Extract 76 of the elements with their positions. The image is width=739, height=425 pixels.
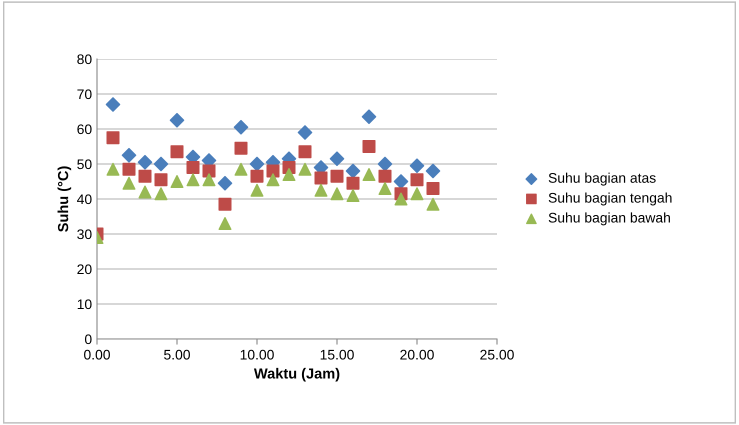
point [346,176,360,190]
point [314,184,328,197]
point [346,164,360,178]
point [394,192,408,206]
point [362,109,376,124]
point [218,216,232,230]
point [346,188,360,202]
point [298,125,312,140]
y-tick-label: 70 [77,89,92,100]
point [378,156,392,172]
point [410,187,424,200]
x-axis-title: Waktu (Jam) [254,368,340,382]
point [106,162,120,176]
point [234,162,248,176]
point [202,173,216,186]
point [298,145,312,158]
x-tick-label: 25.00 [480,350,514,360]
point [186,160,200,174]
legend-label: Suhu bagian bawah [548,212,670,226]
x-tick-label: 0.00 [84,350,110,360]
point [250,170,264,183]
point [362,168,376,182]
point [170,145,184,158]
y-tick-label: 10 [78,299,92,310]
point [186,173,200,186]
point [122,176,136,190]
x-tick-label: 20.00 [400,350,434,360]
point [298,162,312,176]
point [394,174,408,189]
y-tick-label: 80 [77,54,92,64]
point [106,97,120,112]
point [266,173,280,186]
point [330,187,344,200]
y-tick-label: 40 [77,194,92,204]
point [218,176,232,191]
point [410,173,424,186]
point [234,142,248,155]
y-tick-label: 50 [77,159,92,170]
y-tick-label: 60 [77,124,92,134]
x-tick-label: 10.00 [240,350,274,360]
y-tick-label: 30 [77,229,92,240]
point [170,174,184,188]
point [138,154,152,170]
point [330,151,344,166]
point [106,131,120,144]
y-tick-label: 0 [84,334,92,344]
y-axis-title: Suhu (°C) [58,166,72,232]
point [202,164,216,178]
point [218,198,232,211]
point [426,164,440,178]
point [154,156,168,172]
point [170,112,184,128]
point [362,140,376,154]
point [426,198,440,211]
x-tick-label: 15.00 [320,350,354,360]
point [122,148,136,163]
point [378,170,392,183]
point [266,164,280,178]
point [426,182,440,196]
point [282,168,296,182]
y-tick-label: 20 [77,264,92,274]
point [122,162,136,176]
point [138,170,152,183]
point [154,187,168,200]
point [330,170,344,183]
point [138,185,152,199]
point [410,158,424,174]
point [314,171,328,185]
point [250,184,264,197]
legend-label: Suhu bagian atas [548,172,656,186]
point [234,120,248,135]
point [250,156,264,172]
point [154,173,168,186]
legend-label: Suhu bagian tengah [548,192,672,206]
x-tick-label: 5.00 [164,350,190,360]
point [378,182,392,196]
